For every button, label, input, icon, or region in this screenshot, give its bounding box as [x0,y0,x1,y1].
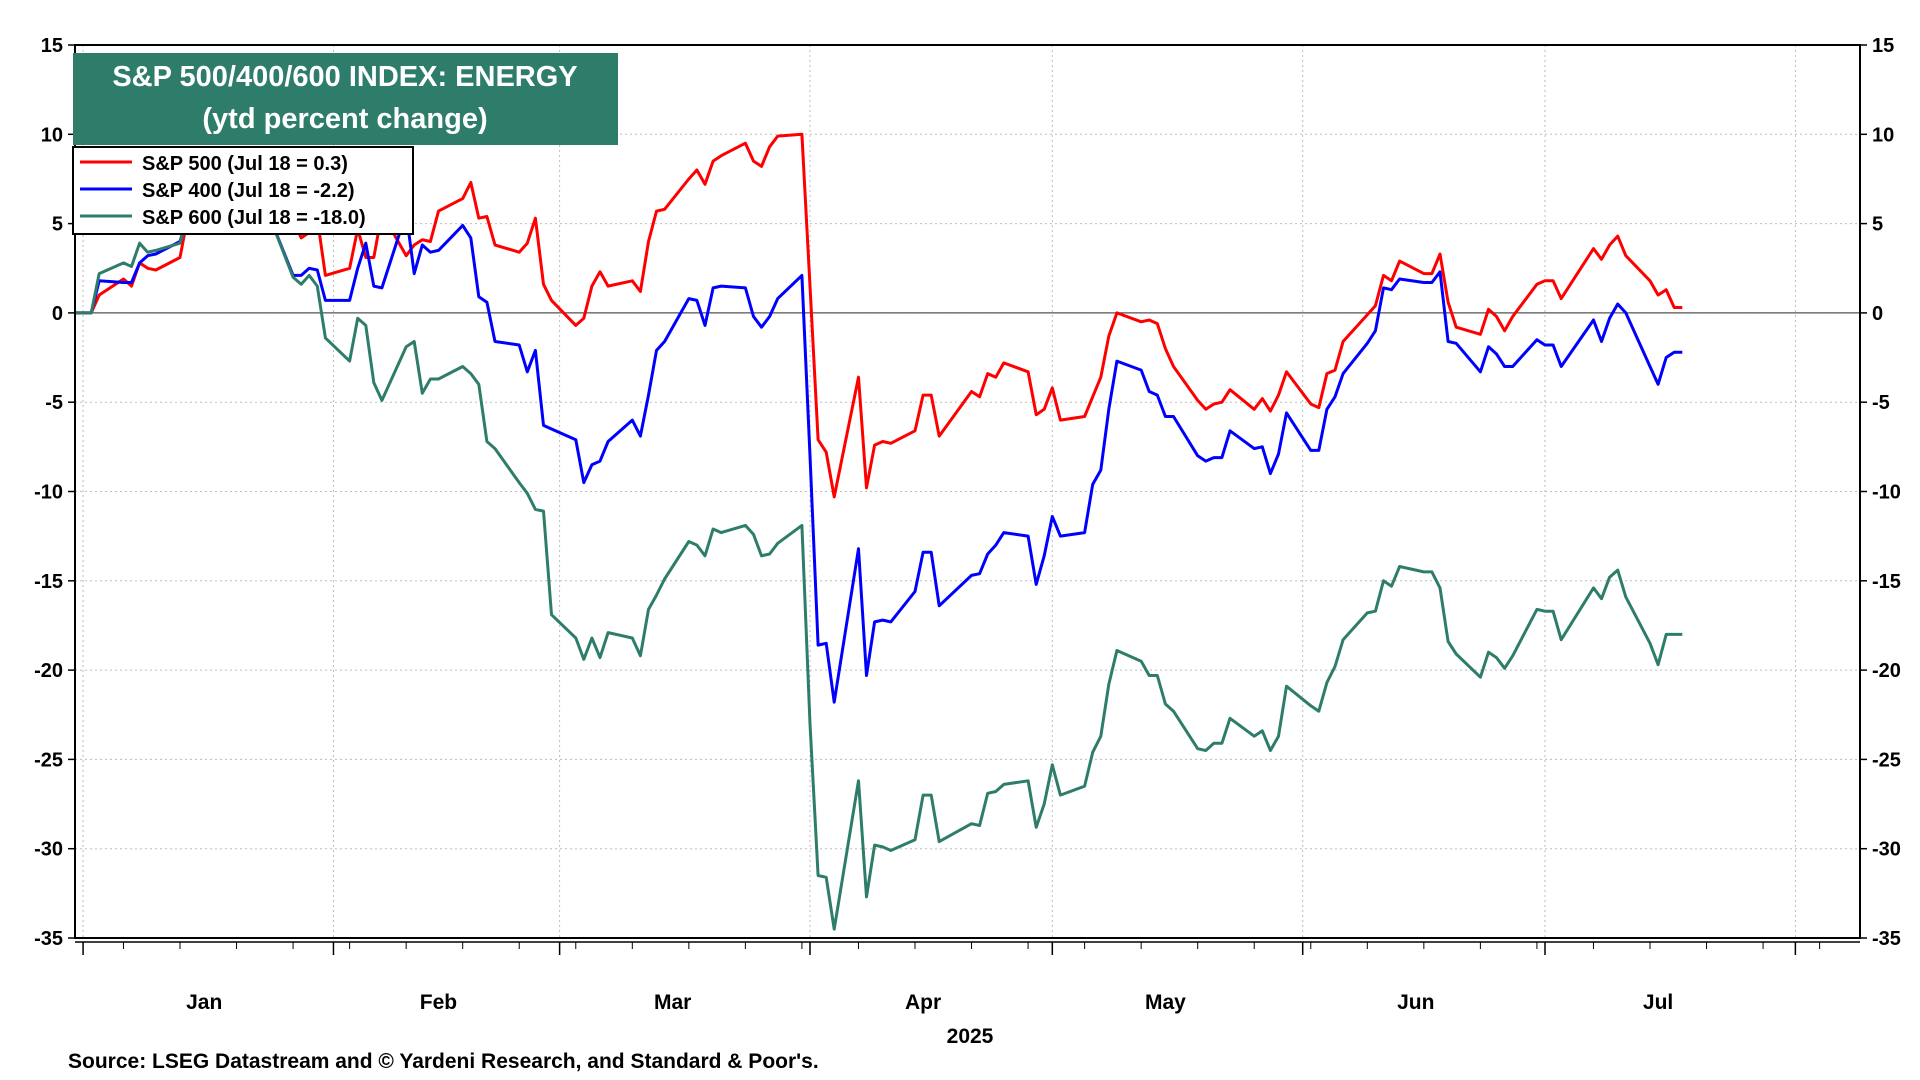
y-tick-label-left: 15 [41,35,63,57]
series-line-sp600 [75,177,1683,931]
series-line-sp400 [75,177,1683,704]
y-tick-label-right: 5 [1872,214,1883,236]
y-axis-left: 15 10 5 0 -5 -10 -15 -20 -25 -30 -35 [34,35,75,950]
y-tick-label-right: -15 [1872,571,1901,593]
x-tick-label-jul: Jul [1643,991,1673,1014]
y-tick-label-left: -15 [34,571,63,593]
x-tick-label-jun: Jun [1397,991,1434,1014]
y-tick-label-left: 0 [52,303,63,325]
y-tick-label-left: -5 [45,392,63,414]
x-axis: Jan Feb Mar Apr May Jun Jul [75,941,1860,1014]
y-tick-label-right: -10 [1872,482,1901,504]
y-tick-label-left: -30 [34,839,63,861]
series-lines [75,132,1683,931]
y-tick-label-right: -25 [1872,749,1901,771]
y-tick-label-left: -25 [34,749,63,771]
y-tick-label-left: -35 [34,928,63,950]
y-tick-label-right: 0 [1872,303,1883,325]
x-tick-label-apr: Apr [905,991,941,1014]
chart-subtitle: (ytd percent change) [202,103,487,135]
x-axis-year-label: 2025 [947,1025,994,1048]
grid-lines [75,45,1860,938]
legend-label-sp500: S&P 500 (Jul 18 = 0.3) [142,153,348,175]
legend-label-sp600: S&P 600 (Jul 18 = -18.0) [142,207,366,229]
chart-title: S&P 500/400/600 INDEX: ENERGY [112,61,577,93]
legend: S&P 500 (Jul 18 = 0.3) S&P 400 (Jul 18 =… [72,146,414,235]
y-tick-label-right: -20 [1872,660,1901,682]
y-tick-label-right: 15 [1872,35,1894,57]
series-line-sp500 [75,132,1683,499]
y-tick-label-left: 5 [52,214,63,236]
x-tick-label-mar: Mar [654,991,691,1014]
y-axis-right: 15 10 5 0 -5 -10 -15 -20 -25 -30 -35 [1860,35,1901,950]
source-note: Source: LSEG Datastream and © Yardeni Re… [68,1050,819,1073]
y-tick-label-right: 10 [1872,124,1894,146]
y-tick-label-left: -20 [34,660,63,682]
y-tick-label-right: -5 [1872,392,1890,414]
y-tick-label-right: -30 [1872,839,1901,861]
chart-title-box: S&P 500/400/600 INDEX: ENERGY (ytd perce… [73,53,618,145]
legend-label-sp400: S&P 400 (Jul 18 = -2.2) [142,180,355,202]
x-tick-label-may: May [1145,991,1186,1014]
y-tick-label-left: -10 [34,482,63,504]
y-tick-label-left: 10 [41,124,63,146]
y-tick-label-right: -35 [1872,928,1901,950]
x-tick-label-jan: Jan [186,991,222,1014]
x-tick-label-feb: Feb [420,991,457,1014]
